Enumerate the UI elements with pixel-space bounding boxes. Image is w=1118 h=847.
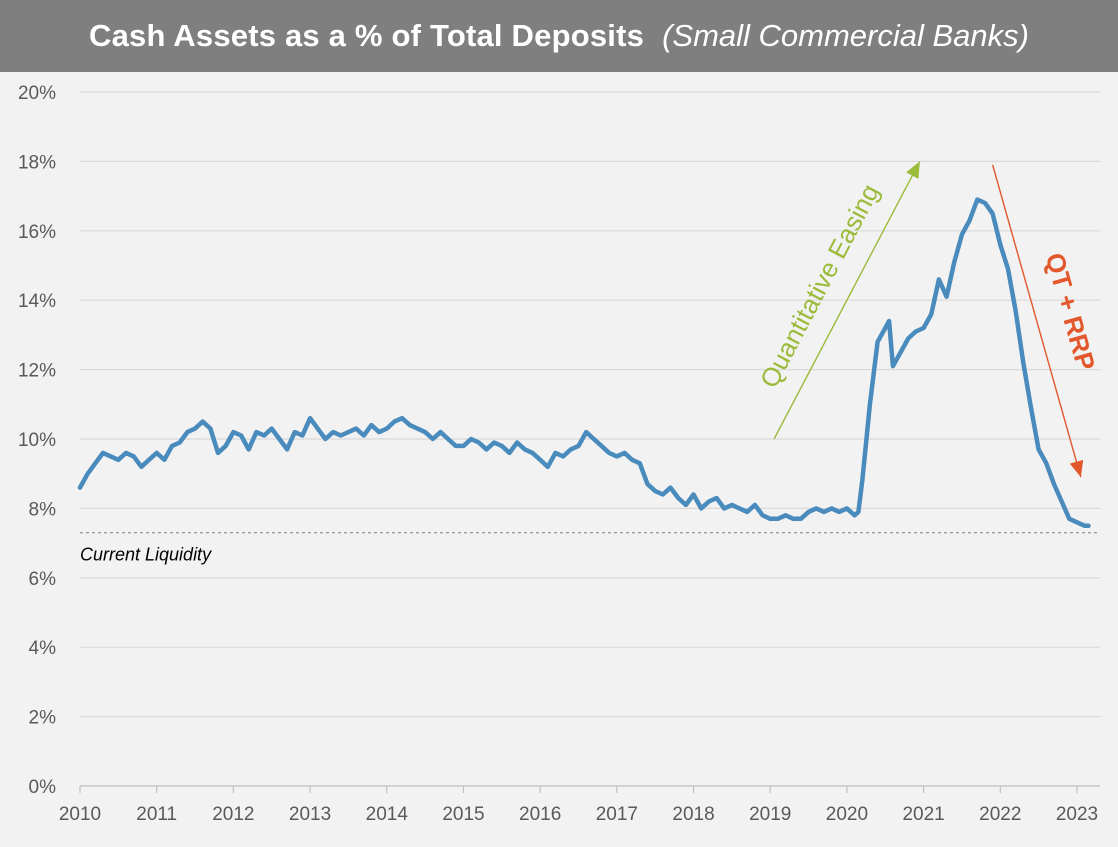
x-tick-label: 2023: [1056, 804, 1098, 825]
annotation-label-1: QT + RRP: [1040, 249, 1102, 373]
x-tick-label: 2018: [672, 804, 714, 825]
x-tick-label: 2016: [519, 804, 561, 825]
chart-title-bar: Cash Assets as a % of Total Deposits (Sm…: [0, 0, 1118, 72]
y-tick-label: 18%: [18, 152, 56, 173]
x-tick-label: 2017: [596, 804, 638, 825]
annotation-arrow-line-0: [773, 161, 921, 440]
x-tick-label: 2010: [59, 804, 101, 825]
x-tick-label: 2021: [902, 804, 944, 825]
y-tick-label: 12%: [18, 361, 56, 382]
x-tick-label: 2020: [826, 804, 868, 825]
y-tick-label: 6%: [29, 569, 57, 590]
y-tick-label: 16%: [18, 222, 56, 243]
annotation-arrow-line-1: [991, 164, 1082, 478]
current-liquidity-label: Current Liquidity: [80, 545, 212, 565]
x-tick-label: 2015: [442, 804, 484, 825]
annotation-arrowhead-0: [906, 161, 920, 179]
chart-subtitle: (Small Commercial Banks): [662, 18, 1029, 53]
x-tick-label: 2022: [979, 804, 1021, 825]
y-tick-label: 0%: [29, 777, 57, 798]
y-tick-label: 8%: [29, 499, 57, 520]
x-tick-label: 2013: [289, 804, 331, 825]
chart-title: Cash Assets as a % of Total Deposits: [89, 18, 645, 53]
y-tick-label: 20%: [18, 83, 56, 104]
y-tick-label: 2%: [29, 708, 57, 729]
annotation-label-0: Quantitative Easing: [754, 179, 885, 393]
x-tick-label: 2019: [749, 804, 791, 825]
x-tick-label: 2012: [212, 804, 254, 825]
x-tick-label: 2011: [136, 804, 177, 825]
y-tick-label: 10%: [18, 430, 56, 451]
y-tick-label: 14%: [18, 291, 56, 312]
annotation-arrowhead-1: [1069, 459, 1084, 478]
y-tick-label: 4%: [29, 638, 57, 659]
x-tick-label: 2014: [366, 804, 409, 825]
series-line-0: [77, 197, 1091, 529]
